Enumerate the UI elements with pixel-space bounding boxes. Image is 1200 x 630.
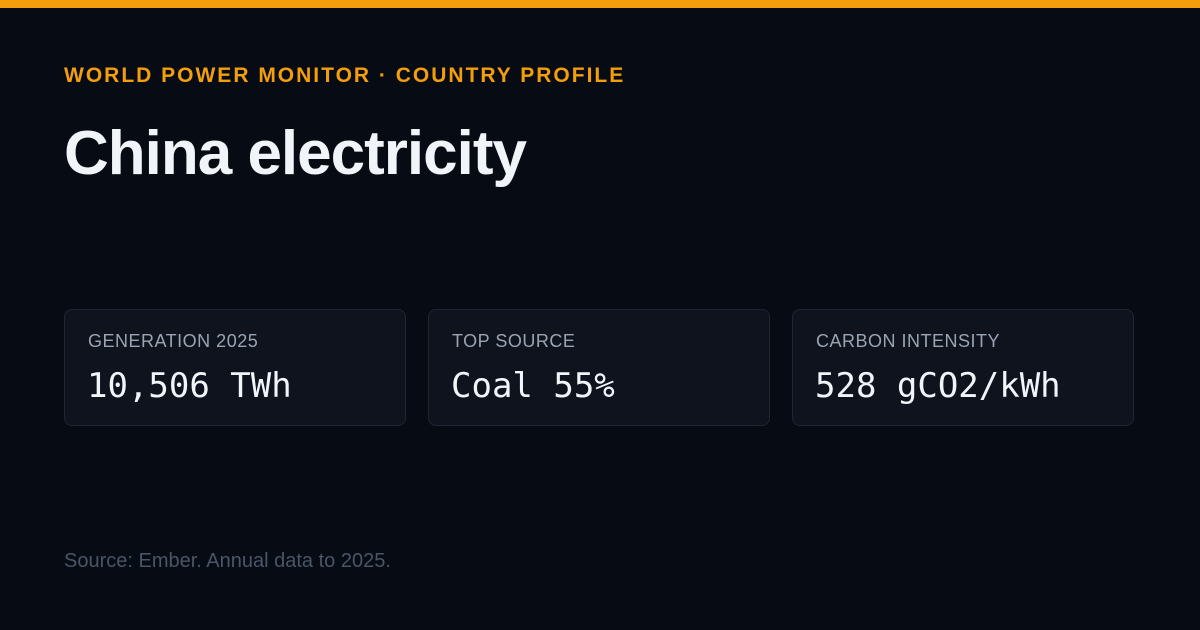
stat-label: TOP SOURCE	[452, 331, 576, 351]
stat-label: GENERATION 2025	[88, 331, 259, 351]
stat-card: CARBON INTENSITY 528 gCO2/kWh	[792, 309, 1134, 426]
source-note: Source: Ember. Annual data to 2025.	[64, 550, 391, 572]
stat-value: 528 gCO2/kWh	[815, 366, 1061, 406]
stat-card: TOP SOURCE Coal 55%	[428, 309, 770, 426]
stat-label: CARBON INTENSITY	[816, 331, 1001, 351]
stat-value: 10,506 TWh	[87, 366, 292, 406]
stat-card: GENERATION 2025 10,506 TWh	[64, 309, 406, 426]
title: China electricity	[64, 119, 527, 188]
eyebrow: WORLD POWER MONITOR · COUNTRY PROFILE	[64, 64, 626, 87]
accent-bar	[0, 0, 1200, 8]
stat-value: Coal 55%	[451, 366, 615, 406]
